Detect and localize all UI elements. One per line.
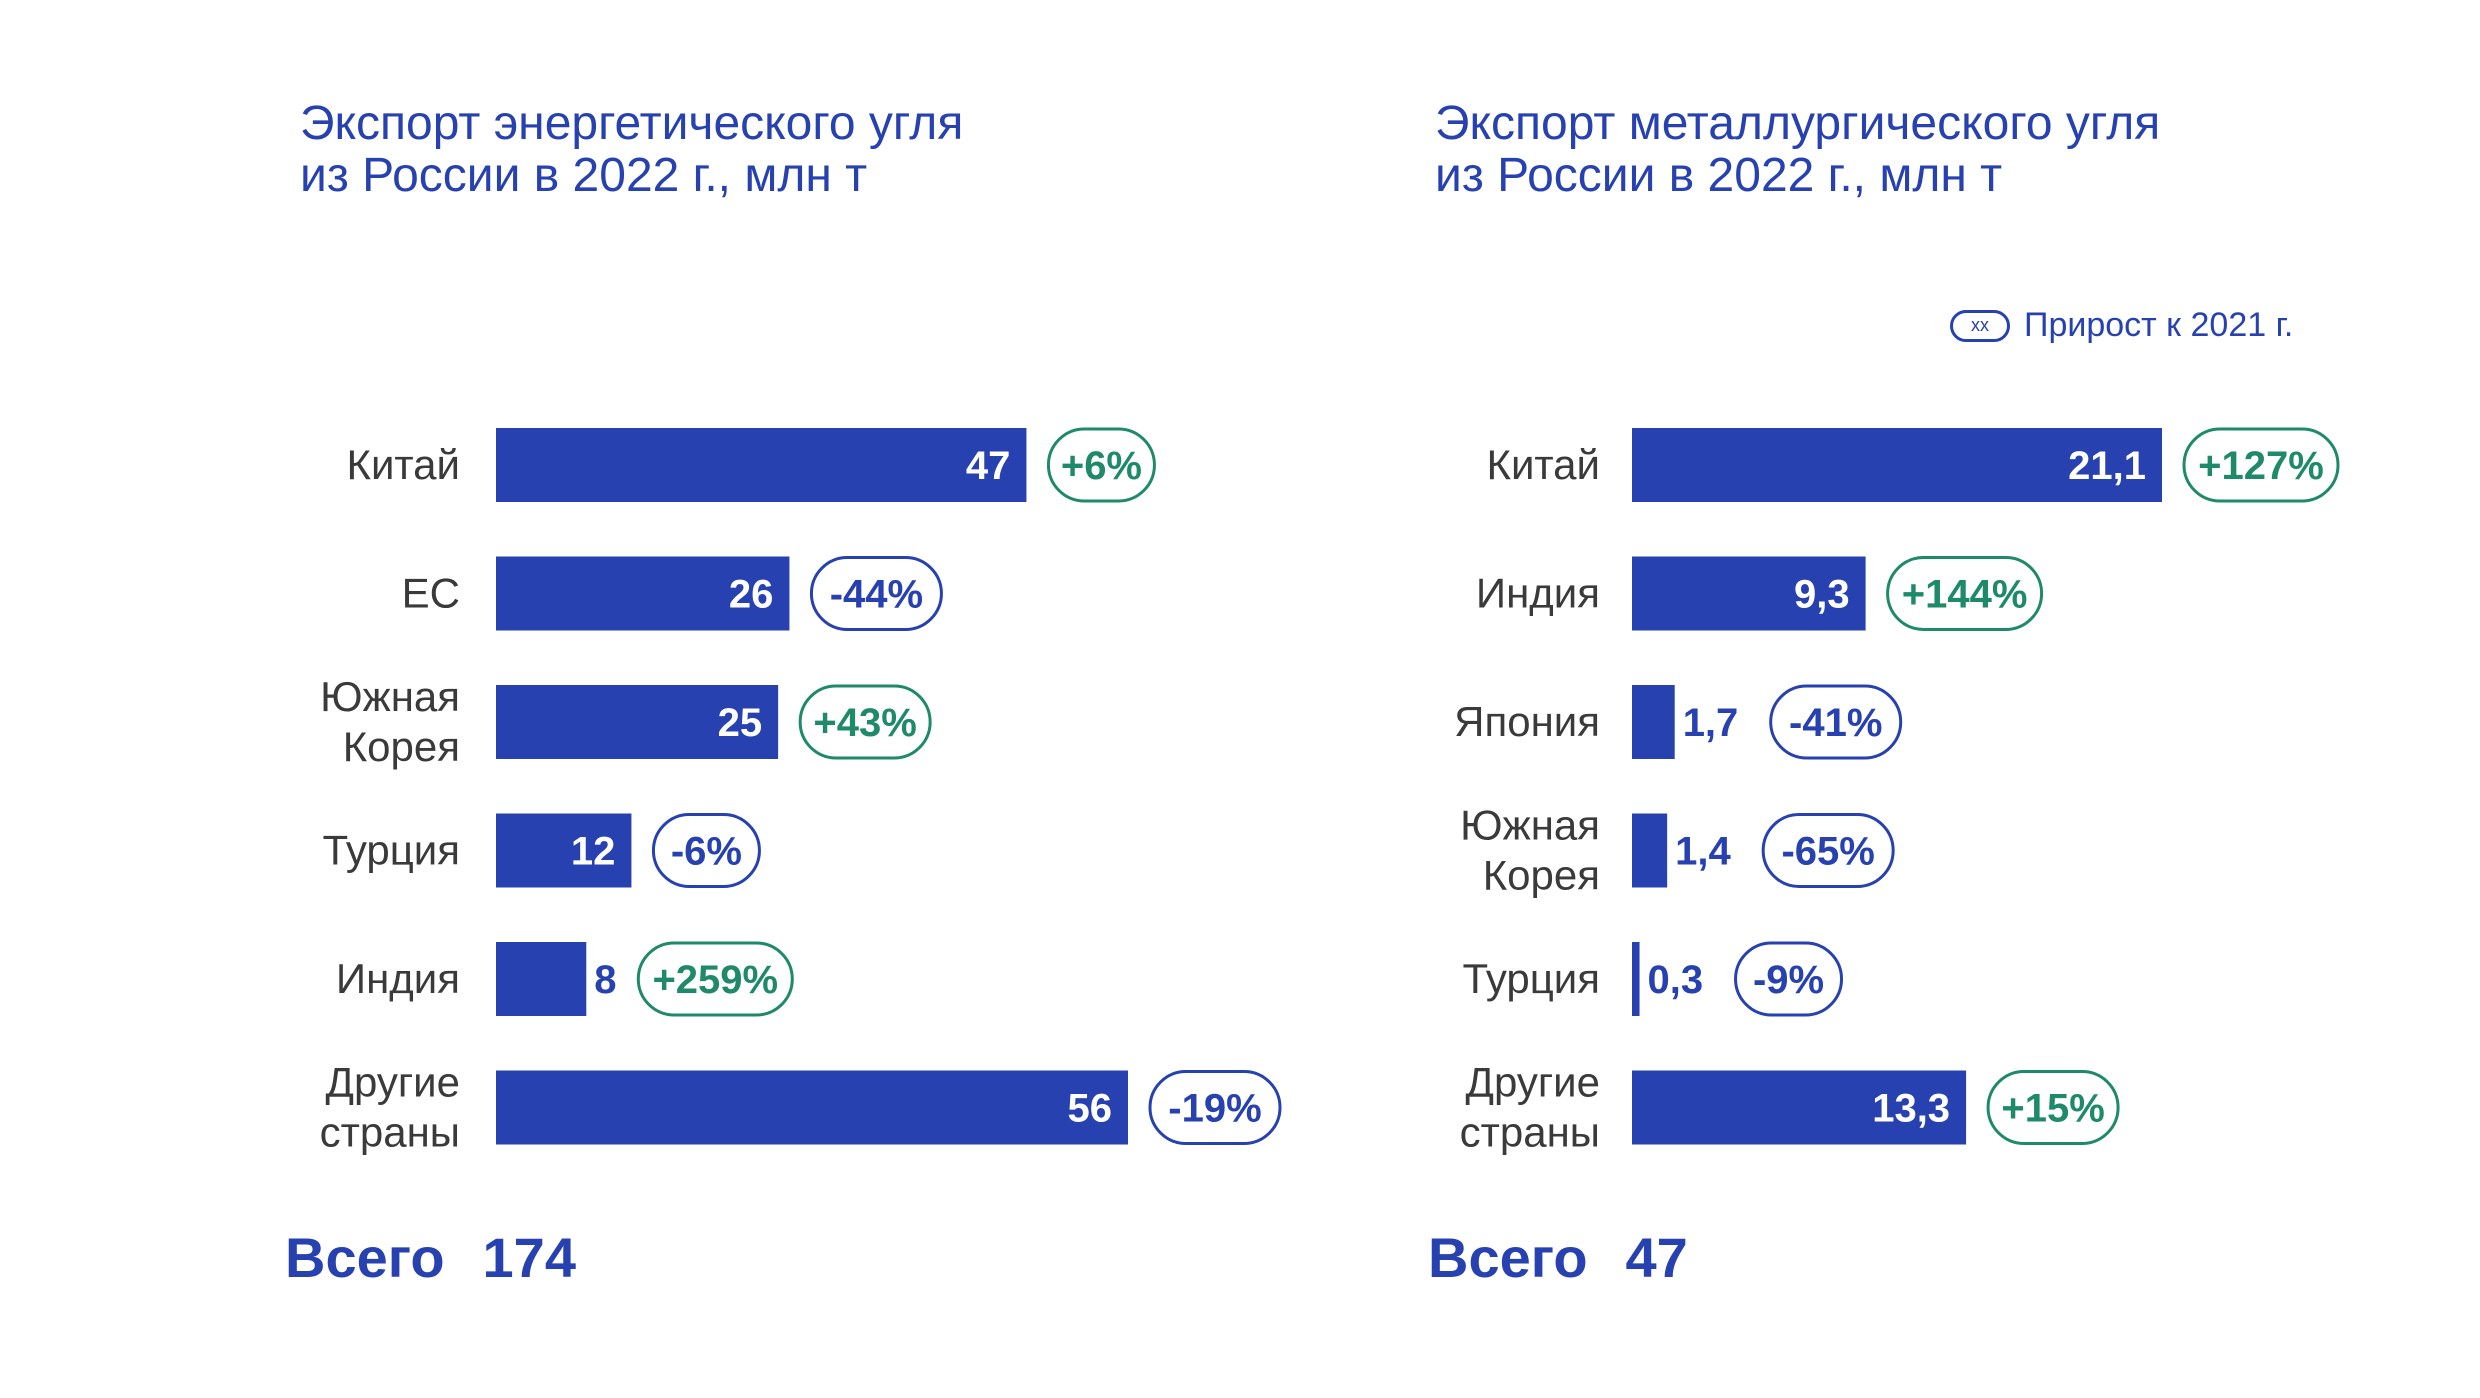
growth-pill	[1761, 813, 1895, 888]
growth-pill	[1046, 427, 1156, 503]
category-label: Турция	[323, 827, 460, 874]
growth-pill-label: +6%	[1061, 444, 1142, 488]
bar-value-label: 25	[718, 701, 763, 745]
bar-value-label: 56	[1068, 1087, 1113, 1131]
growth-pill-label: +127%	[2198, 444, 2324, 488]
chart-title-line-1: Экспорт энергетического угля	[300, 97, 964, 150]
growth-pill	[651, 813, 761, 888]
energy-coal-chart: Экспорт энергетического угля из России в…	[285, 98, 1282, 1290]
category-label: Южная	[320, 673, 460, 720]
chart-title-line-2: из России в 2022 г., млн т	[300, 149, 868, 202]
bar	[1632, 428, 2162, 502]
growth-pill-label: +15%	[2001, 1087, 2104, 1131]
growth-pill-label: +43%	[813, 701, 916, 745]
category-label: ЕС	[402, 570, 460, 617]
category-label: Другие	[1466, 1059, 1600, 1106]
bar	[496, 685, 779, 759]
bar	[496, 813, 632, 888]
category-label: Южная	[1460, 802, 1600, 849]
bar	[1632, 556, 1866, 631]
growth-pill	[1769, 684, 1903, 760]
growth-pill	[1986, 1070, 2120, 1145]
bar	[496, 942, 587, 1016]
growth-pill-label: -9%	[1753, 958, 1824, 1002]
bar-value-label: 9,3	[1794, 573, 1850, 617]
growth-pill	[1734, 941, 1844, 1017]
category-label: Китай	[346, 441, 460, 488]
bar-value-label: 1,4	[1675, 830, 1731, 874]
growth-pill	[1886, 556, 2044, 631]
growth-pill-label: -6%	[671, 830, 742, 874]
bar	[1632, 813, 1668, 888]
bar-value-label: 26	[729, 573, 774, 617]
bar-chart-area: Китай 21,1 +127% Индия 9,3 +144% Япония 1,7 -41%…	[1454, 427, 2340, 1156]
bar	[1632, 1070, 1967, 1145]
chart-title-line-2: из России в 2022 г., млн т	[1435, 149, 2003, 202]
category-label: Другие	[326, 1059, 460, 1106]
category-label: Индия	[336, 955, 460, 1002]
category-label: Корея	[1483, 852, 1600, 899]
total-label: Всего	[285, 1226, 445, 1289]
bar-value-label: 13,3	[1872, 1087, 1950, 1131]
bar-value-label: 1,7	[1683, 701, 1739, 745]
growth-pill	[1148, 1070, 1282, 1145]
category-label: Турция	[1463, 955, 1600, 1002]
bar-value-label: 12	[571, 830, 616, 874]
total-row: Всего 174	[285, 1225, 576, 1290]
bar	[496, 1070, 1128, 1145]
growth-pill	[798, 684, 932, 760]
category-label: Китай	[1486, 441, 1600, 488]
metallurgical-coal-chart: Экспорт металлургического угля из России…	[1240, 0, 2480, 1398]
category-label: страны	[320, 1109, 460, 1156]
bar	[1632, 685, 1675, 759]
chart-title: Экспорт энергетического угля из России в…	[300, 98, 1200, 202]
total-label: Всего	[1428, 1226, 1588, 1289]
legend-pill-icon: xx	[1950, 309, 2010, 342]
bar	[496, 428, 1027, 502]
growth-pill	[809, 556, 943, 631]
legend: xx Прирост к 2021 г.	[1950, 306, 2293, 345]
bar	[496, 556, 790, 631]
growth-pill-label: +259%	[652, 958, 778, 1002]
legend-label: Прирост к 2021 г.	[2024, 306, 2294, 344]
chart-title: Экспорт металлургического угля из России…	[1435, 98, 2335, 202]
bar-value-label: 0,3	[1648, 958, 1704, 1002]
growth-pill-label: +144%	[1902, 573, 2028, 617]
bar-value-label: 47	[966, 444, 1011, 488]
category-label: Япония	[1454, 698, 1600, 745]
chart-title-line-1: Экспорт металлургического угля	[1435, 97, 2161, 150]
bar-value-label: 8	[594, 958, 616, 1002]
bar	[1632, 942, 1640, 1016]
category-label: Корея	[343, 723, 460, 770]
growth-pill-label: -41%	[1789, 701, 1882, 745]
bar-value-label: 21,1	[2068, 444, 2146, 488]
growth-pill-label: -65%	[1781, 830, 1874, 874]
growth-pill	[2182, 427, 2340, 503]
growth-pill	[636, 941, 794, 1017]
total-value: 47	[1625, 1226, 1688, 1289]
category-label: страны	[1460, 1109, 1600, 1156]
total-value: 174	[482, 1226, 576, 1289]
growth-pill-label: -44%	[830, 573, 923, 617]
total-row: Всего 47	[1428, 1225, 1688, 1290]
growth-pill-label: -19%	[1168, 1087, 1261, 1131]
category-label: Индия	[1476, 570, 1600, 617]
